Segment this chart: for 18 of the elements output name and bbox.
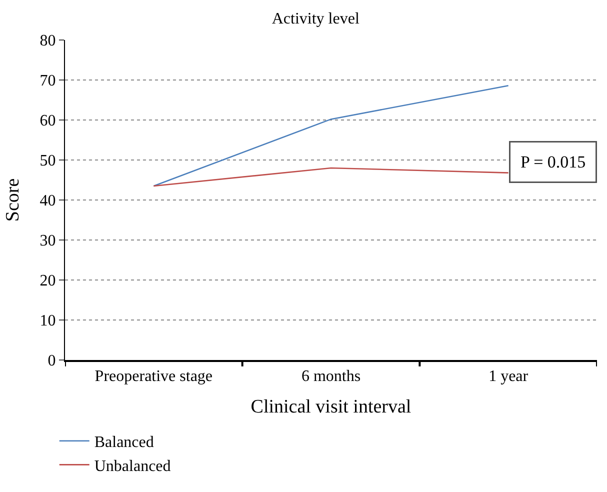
x-tick-label: Preoperative stage — [94, 368, 213, 386]
x-tick-label: 1 year — [488, 368, 529, 386]
y-axis-title: Score — [2, 178, 24, 222]
y-tick-label: 50 — [40, 152, 56, 170]
y-tick-label: 10 — [40, 312, 56, 330]
legend-label: Balanced — [94, 434, 154, 452]
y-tick-label: 40 — [40, 192, 56, 210]
annotation: P = 0.015 — [520, 152, 586, 172]
y-tick-label: 70 — [40, 72, 56, 90]
x-axis-title: Clinical visit interval — [250, 396, 412, 418]
y-tick-label: 0 — [48, 352, 56, 370]
legend-label: Unbalanced — [94, 458, 171, 475]
y-tick-label: 80 — [40, 32, 56, 50]
chart-title: Activity level — [272, 10, 360, 28]
y-tick-label: 30 — [40, 232, 56, 250]
y-tick-label: 20 — [40, 272, 56, 290]
y-tick-label: 60 — [40, 112, 56, 130]
x-tick-label: 6 months — [301, 368, 361, 386]
